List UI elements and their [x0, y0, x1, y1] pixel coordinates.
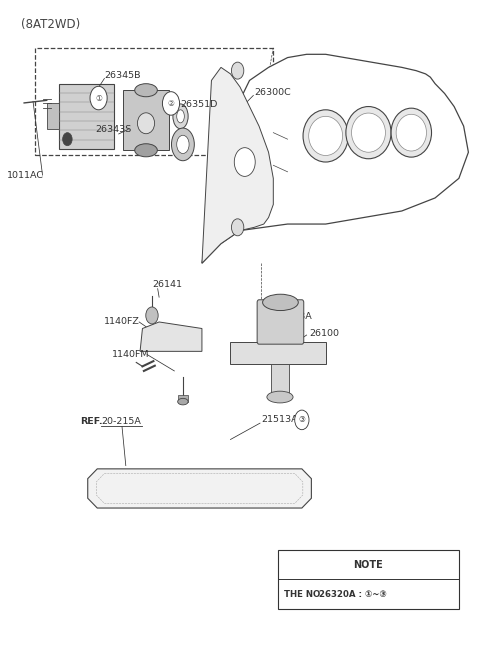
Text: 21343A: 21343A [276, 312, 312, 321]
Text: 1140FM: 1140FM [111, 350, 149, 359]
Text: ②: ② [168, 99, 174, 108]
Ellipse shape [346, 106, 391, 159]
Bar [36, 48, 273, 156]
Text: (8AT2WD): (8AT2WD) [21, 18, 80, 32]
Polygon shape [202, 68, 273, 263]
Ellipse shape [135, 83, 157, 97]
Polygon shape [202, 55, 468, 263]
Bar [278, 551, 459, 609]
Ellipse shape [263, 294, 298, 311]
Polygon shape [88, 469, 312, 508]
Text: THE NO.: THE NO. [284, 590, 323, 599]
Text: 26345B: 26345B [104, 71, 141, 79]
Text: 1011AC: 1011AC [7, 171, 44, 179]
Text: 26343S: 26343S [95, 125, 131, 134]
Ellipse shape [135, 144, 157, 157]
Circle shape [146, 307, 158, 324]
Text: NOTE: NOTE [354, 560, 384, 570]
FancyBboxPatch shape [257, 300, 304, 344]
Bar [230, 342, 325, 365]
Ellipse shape [396, 114, 426, 151]
Circle shape [90, 86, 107, 110]
Text: ③: ③ [299, 415, 305, 424]
Circle shape [62, 133, 72, 146]
Ellipse shape [267, 391, 293, 403]
Circle shape [231, 219, 244, 236]
Ellipse shape [177, 110, 184, 123]
Ellipse shape [173, 104, 188, 129]
Text: ①: ① [95, 93, 102, 102]
Ellipse shape [177, 135, 189, 154]
Circle shape [162, 92, 180, 115]
Text: 26351D: 26351D [180, 100, 218, 109]
Bar [48, 103, 59, 129]
Text: 26300C: 26300C [254, 87, 291, 97]
FancyBboxPatch shape [59, 83, 114, 149]
Bar [271, 365, 289, 397]
Ellipse shape [178, 398, 188, 405]
Circle shape [231, 62, 244, 79]
Bar [178, 395, 188, 401]
Bar [123, 90, 168, 150]
Ellipse shape [171, 128, 194, 161]
Circle shape [234, 148, 255, 176]
Text: 26141: 26141 [152, 280, 182, 288]
Circle shape [295, 410, 309, 430]
Polygon shape [140, 322, 202, 351]
Text: 20-215A: 20-215A [101, 417, 141, 426]
Text: 26320A : ①~③: 26320A : ①~③ [319, 590, 386, 599]
Ellipse shape [309, 116, 343, 156]
Ellipse shape [391, 108, 432, 157]
Text: REF.: REF. [81, 417, 103, 426]
Ellipse shape [351, 113, 385, 152]
Ellipse shape [137, 113, 155, 133]
Ellipse shape [303, 110, 348, 162]
Text: 26100: 26100 [309, 328, 339, 338]
Text: 1140FZ: 1140FZ [104, 317, 140, 327]
Text: 21513A: 21513A [262, 415, 298, 424]
